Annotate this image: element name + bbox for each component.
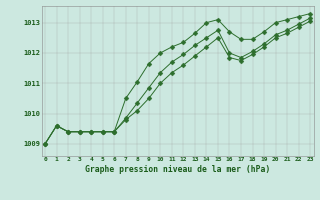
X-axis label: Graphe pression niveau de la mer (hPa): Graphe pression niveau de la mer (hPa)	[85, 165, 270, 174]
